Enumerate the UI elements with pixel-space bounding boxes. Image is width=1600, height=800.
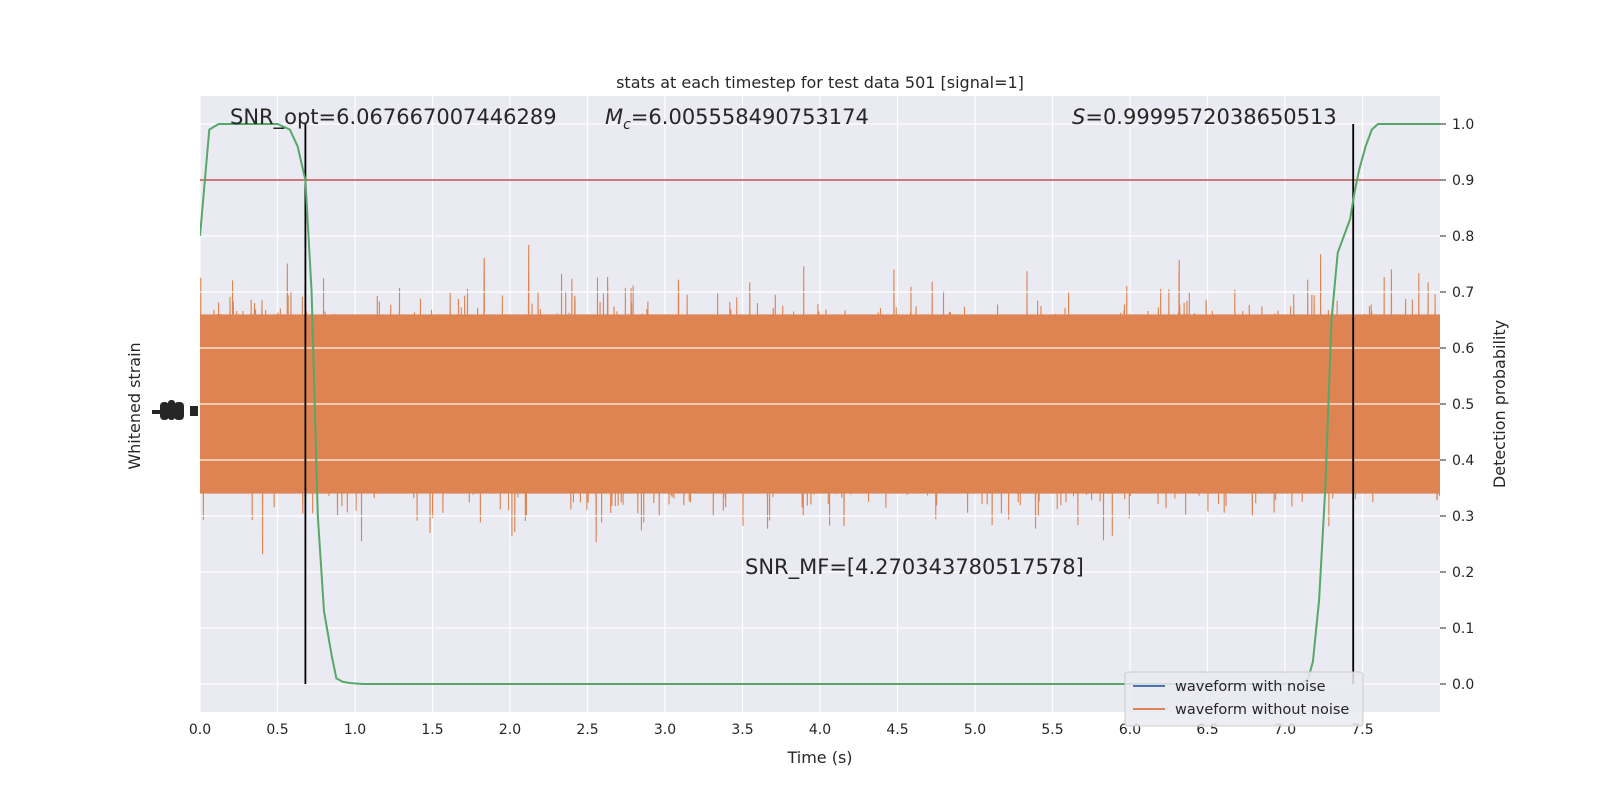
- y-tick-label: 0.9: [1452, 173, 1474, 189]
- snr-opt-annotation: SNR_opt=6.067667007446289: [230, 105, 557, 130]
- y-tick-label: 0.8: [1452, 229, 1474, 245]
- s-symbol: S: [1072, 105, 1085, 129]
- y-tick-label: 0.7: [1452, 285, 1474, 301]
- x-tick-label: 3.0: [654, 722, 676, 738]
- x-tick-label: 3.5: [731, 722, 753, 738]
- strain-waveform: [200, 245, 1440, 555]
- legend-box: [1124, 671, 1364, 727]
- left-axis-overlapped-ticks: [152, 400, 198, 420]
- mc-symbol: M: [605, 105, 623, 129]
- x-tick-label: 4.5: [886, 722, 908, 738]
- s-value: =0.9999572038650513: [1085, 105, 1336, 129]
- x-tick-label: 2.5: [576, 722, 598, 738]
- y-axis-left-label: Whitened strain: [125, 342, 144, 469]
- x-tick-label: 5.0: [964, 722, 986, 738]
- legend-label-with-noise: waveform with noise: [1175, 679, 1326, 695]
- x-tick-label: 0.0: [189, 722, 211, 738]
- overlay-lines: [200, 123, 1440, 685]
- detection-probability-line: [200, 123, 1440, 685]
- snr-mf-annotation: SNR_MF=[4.270343780517578]: [745, 555, 1084, 580]
- x-tick-label: 4.0: [809, 722, 831, 738]
- mc-value: =6.005558490753174: [631, 105, 869, 129]
- chart-title: stats at each timestep for test data 501…: [616, 73, 1024, 92]
- s-annotation: S=0.9999572038650513: [1072, 105, 1337, 129]
- y-tick-label: 0.5: [1452, 397, 1474, 413]
- y-tick-label: 0.0: [1452, 677, 1474, 693]
- y-tick-label: 0.1: [1452, 621, 1474, 637]
- x-axis-ticks: 0.0 0.5 1.0 1.5 2.0 2.5 3.0 3.5 4.0 4.5 5.0 5.5 6.0 6…: [189, 722, 1374, 738]
- x-tick-label: 0.5: [266, 722, 288, 738]
- y-tick-label: 1.0: [1452, 117, 1474, 133]
- y-axis-right-ticks: 0.0 0.1 0.2 0.3 0.4 0.5 0.6 0.7 0.8 0.9 1.0: [1440, 117, 1474, 693]
- x-tick-label: 1.5: [421, 722, 443, 738]
- y-tick-label: 0.3: [1452, 509, 1474, 525]
- waveform-without-noise-line: [200, 245, 1440, 555]
- chirp-mass-annotation: Mc=6.005558490753174: [605, 105, 869, 133]
- legend-label-without-noise: waveform without noise: [1175, 702, 1349, 718]
- y-axis-right-label: Detection probability: [1490, 320, 1509, 488]
- y-tick-label: 0.6: [1452, 341, 1474, 357]
- mc-subscript: c: [623, 117, 631, 133]
- y-tick-label: 0.4: [1452, 453, 1474, 469]
- x-tick-label: 2.0: [499, 722, 521, 738]
- x-axis-label: Time (s): [786, 748, 852, 767]
- y-tick-label: 0.2: [1452, 565, 1474, 581]
- x-tick-label: 5.5: [1041, 722, 1063, 738]
- x-tick-label: 1.0: [344, 722, 366, 738]
- legend: waveform with noise waveform without noi…: [1124, 671, 1364, 727]
